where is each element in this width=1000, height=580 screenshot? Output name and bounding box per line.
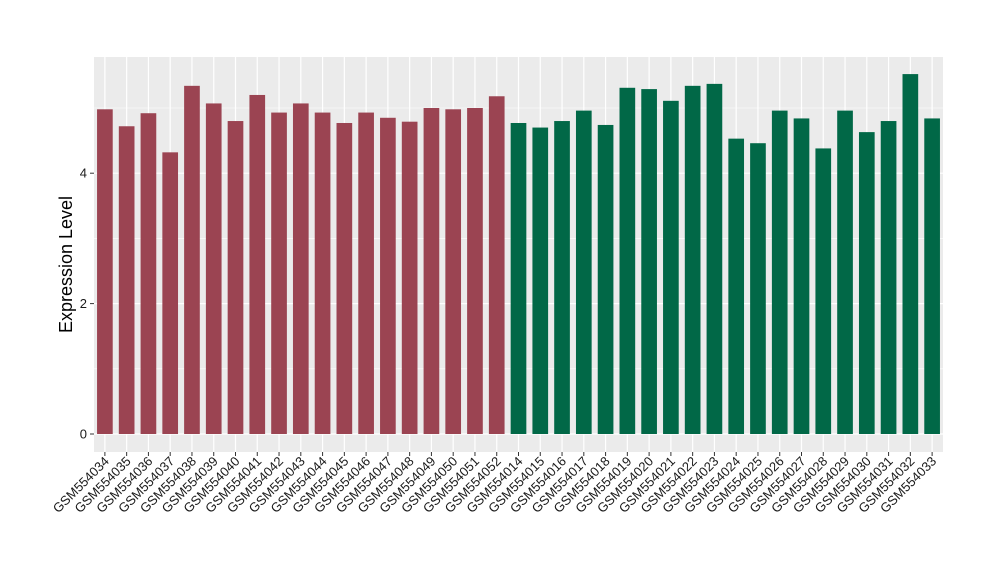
x-axis: GSM554034GSM554035GSM554036GSM554037GSM5…	[50, 452, 939, 516]
bar	[292, 103, 309, 434]
bars	[97, 74, 940, 435]
bar	[902, 74, 919, 434]
bar	[924, 118, 940, 434]
bar	[401, 121, 418, 434]
bar	[467, 108, 483, 434]
bar	[314, 112, 331, 435]
bar	[663, 100, 679, 434]
bar	[510, 122, 527, 434]
y-axis-title: Expression Level	[56, 196, 76, 333]
bar	[140, 113, 157, 434]
bar	[684, 85, 701, 434]
bar	[575, 110, 592, 434]
bar	[750, 143, 766, 434]
bar	[445, 109, 462, 434]
y-axis: 0 2 4	[80, 166, 94, 442]
bar	[358, 112, 374, 435]
bar	[597, 124, 614, 435]
bar	[619, 87, 636, 435]
bar	[162, 152, 179, 434]
y-tick-label: 0	[80, 427, 87, 442]
bar	[184, 85, 200, 434]
y-tick-label: 4	[80, 166, 87, 181]
bar	[532, 127, 549, 434]
bar	[641, 89, 657, 434]
bar	[97, 109, 113, 434]
bar	[858, 132, 875, 434]
bar	[728, 138, 745, 435]
bar	[554, 121, 570, 434]
bar	[271, 112, 287, 435]
bar	[380, 117, 396, 434]
bar	[771, 110, 788, 434]
bar	[227, 121, 244, 434]
bar	[706, 83, 723, 434]
bar	[336, 122, 353, 434]
bar	[880, 121, 897, 434]
y-tick-label: 2	[80, 296, 87, 311]
bar	[205, 103, 222, 434]
bar	[249, 94, 266, 435]
bar	[488, 96, 505, 434]
bar	[423, 108, 440, 434]
bar	[815, 148, 832, 434]
bar	[837, 110, 853, 434]
bar	[793, 118, 810, 434]
bar	[118, 126, 135, 435]
